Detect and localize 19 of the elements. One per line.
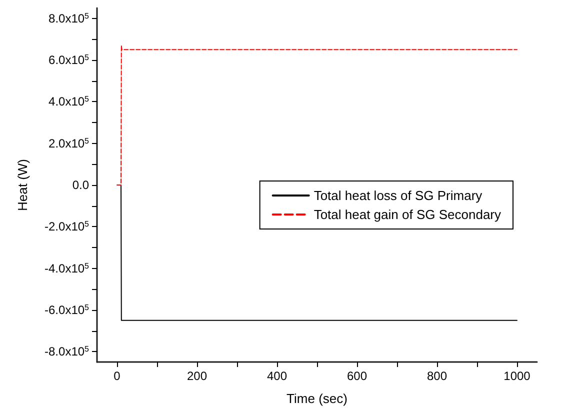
x-tick-label: 600 (346, 369, 368, 383)
y-tick-label: 6.0x10$^{5}$ (48, 52, 90, 68)
legend-label: Total heat loss of SG Primary (314, 188, 483, 203)
x-axis-title: Time (sec) (286, 391, 348, 406)
y-tick-label: 4.0x10$^{5}$ (48, 94, 90, 109)
x-tick-label: 0 (114, 369, 121, 383)
y-axis-title: Heat (W) (15, 159, 30, 211)
y-tick-label: 8.0x10$^{5}$ (48, 10, 90, 26)
y-tick-label: -6.0x10$^{5}$ (44, 302, 90, 317)
x-tick-label: 400 (266, 369, 288, 383)
x-tick-label: 200 (186, 369, 208, 383)
y-tick-label: -8.0x10$^{5}$ (44, 344, 90, 359)
legend-label: Total heat gain of SG Secondary (314, 207, 502, 222)
x-tick-label: 1000 (504, 369, 531, 383)
x-tick-label: 800 (426, 369, 448, 383)
y-tick-label: -4.0x10$^{5}$ (44, 260, 90, 276)
y-tick-label: 0.0 (72, 178, 90, 192)
y-tick-label: 2.0x10$^{5}$ (48, 136, 90, 150)
y-tick-label: -2.0x10$^{5}$ (44, 219, 90, 234)
